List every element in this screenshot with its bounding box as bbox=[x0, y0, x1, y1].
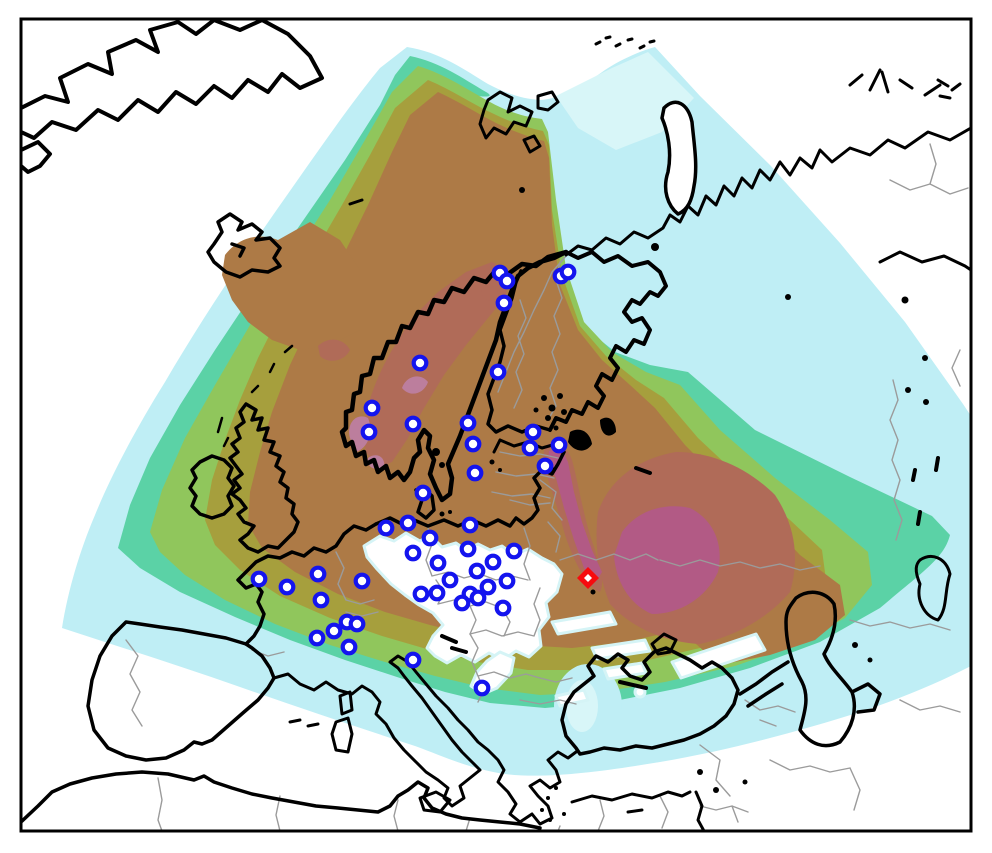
map-frame bbox=[19, 17, 973, 833]
coast-svalbard bbox=[478, 90, 560, 154]
station-marker bbox=[479, 578, 497, 596]
plume-level-7-norway-b bbox=[402, 376, 428, 394]
coast-azov bbox=[650, 632, 678, 656]
station-marker bbox=[404, 544, 422, 562]
coast-med-italy-balkan bbox=[272, 654, 578, 826]
station-marker bbox=[312, 591, 330, 609]
coast-anatolia-levant bbox=[570, 790, 706, 830]
mountain-marks bbox=[440, 456, 940, 690]
plume-level-7-blob bbox=[614, 506, 720, 614]
station-marker bbox=[360, 423, 378, 441]
coast-baltic-south bbox=[374, 450, 566, 528]
coast-scottish-isles bbox=[216, 344, 294, 448]
station-marker bbox=[494, 599, 512, 617]
lake-onega bbox=[600, 417, 616, 436]
plume-level-6-scandes bbox=[364, 262, 507, 468]
station-marker bbox=[468, 562, 486, 580]
coast-iceland bbox=[206, 212, 282, 279]
plume-level-6-scotland bbox=[318, 339, 350, 361]
station-marker bbox=[521, 439, 539, 457]
station-marker bbox=[309, 565, 327, 583]
station-marker bbox=[464, 435, 482, 453]
coast-taymyr bbox=[848, 68, 970, 272]
lake-ladoga bbox=[568, 429, 592, 451]
station-marker bbox=[377, 519, 395, 537]
station-marker bbox=[473, 679, 491, 697]
station-marker bbox=[429, 554, 447, 572]
station-marker bbox=[489, 363, 507, 381]
station-marker bbox=[459, 414, 477, 432]
plume-level-6-kola bbox=[481, 285, 499, 301]
station-marker bbox=[559, 263, 577, 281]
station-marker bbox=[461, 516, 479, 534]
station-marker bbox=[495, 294, 513, 312]
island-bear bbox=[519, 187, 525, 193]
plume-level-7-streak bbox=[548, 446, 602, 582]
station-marker bbox=[524, 423, 542, 441]
station-marker bbox=[441, 571, 459, 589]
station-marker bbox=[325, 622, 343, 640]
station-marker bbox=[459, 540, 477, 558]
station-marker bbox=[278, 578, 296, 596]
station-marker bbox=[340, 638, 358, 656]
station-marker bbox=[484, 553, 502, 571]
station-marker bbox=[550, 436, 568, 454]
coast-franz-josef bbox=[594, 35, 962, 100]
coast-northsea-channel bbox=[236, 522, 378, 646]
station-marker bbox=[498, 272, 516, 290]
coast-caspian bbox=[784, 590, 882, 748]
coast-arctic-russia bbox=[564, 126, 970, 257]
station-marker bbox=[536, 457, 554, 475]
coast-novaya-zemlya bbox=[660, 100, 698, 216]
station-marker bbox=[421, 529, 439, 547]
source-marker-layer bbox=[577, 567, 599, 589]
plume-level-1-light-a bbox=[556, 52, 694, 150]
station-marker bbox=[414, 484, 432, 502]
station-marker bbox=[363, 399, 381, 417]
lake-vattern bbox=[439, 462, 445, 468]
station-marker bbox=[469, 589, 487, 607]
station-marker bbox=[404, 415, 422, 433]
station-marker bbox=[308, 629, 326, 647]
coast-black-sea bbox=[560, 646, 740, 756]
coast-norway bbox=[339, 249, 569, 503]
station-marker bbox=[498, 572, 516, 590]
station-marker bbox=[428, 584, 446, 602]
station-markers bbox=[250, 263, 577, 697]
coast-kola-whitesea bbox=[548, 250, 668, 432]
coast-ireland bbox=[188, 454, 236, 520]
station-marker bbox=[399, 514, 417, 532]
station-marker bbox=[353, 572, 371, 590]
coast-greenland-cape bbox=[22, 140, 52, 174]
coast-africa bbox=[22, 770, 542, 830]
plume-layers bbox=[62, 47, 970, 776]
coast-iberia bbox=[86, 620, 276, 762]
coast-sicily-sardinia bbox=[288, 690, 452, 814]
coast-greenland bbox=[22, 20, 324, 140]
station-marker bbox=[411, 354, 429, 372]
station-marker bbox=[404, 651, 422, 669]
coast-uk bbox=[228, 402, 300, 554]
station-marker bbox=[348, 615, 366, 633]
station-marker bbox=[453, 594, 471, 612]
lakes-islands bbox=[432, 187, 929, 822]
station-marker bbox=[505, 542, 523, 560]
island-kolguev bbox=[651, 243, 659, 251]
station-marker bbox=[412, 585, 430, 603]
coast-caucasus bbox=[738, 660, 790, 708]
plume-level-5-iceland-lobe bbox=[222, 222, 372, 350]
source-marker-core bbox=[584, 574, 592, 582]
mask-streak-3 bbox=[670, 632, 767, 680]
lake-vanern bbox=[432, 448, 440, 456]
coast-jan-mayen bbox=[348, 198, 364, 206]
station-marker bbox=[250, 570, 268, 588]
mask-streak-1 bbox=[550, 610, 618, 636]
coast-aral bbox=[914, 555, 952, 622]
station-marker bbox=[466, 464, 484, 482]
